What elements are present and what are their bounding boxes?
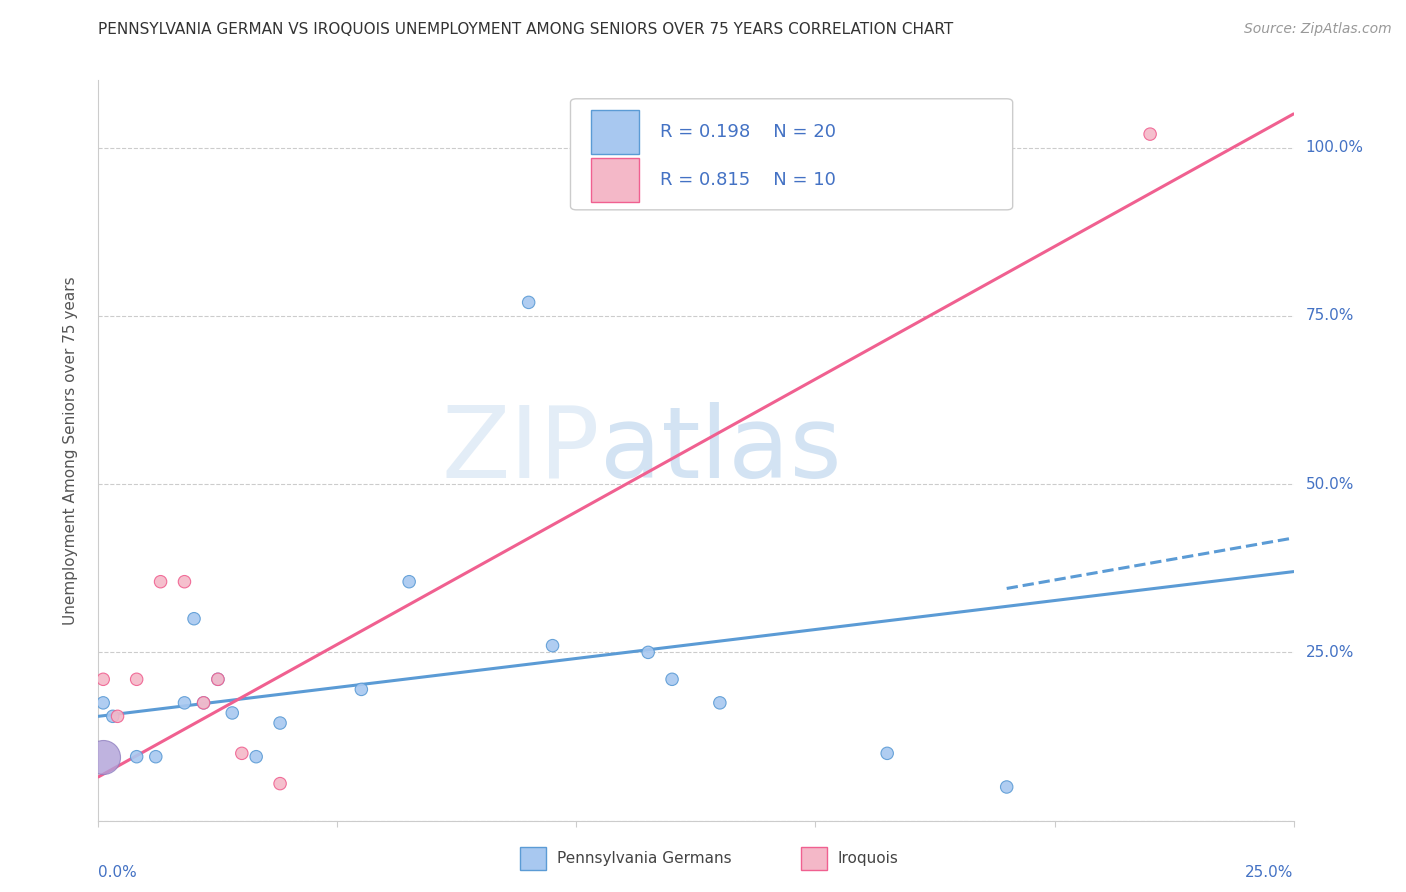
Point	[231, 747, 253, 761]
Text: 25.0%: 25.0%	[1246, 865, 1294, 880]
Point	[91, 696, 114, 710]
Text: Iroquois: Iroquois	[838, 851, 898, 866]
Point	[517, 295, 540, 310]
Point	[107, 709, 129, 723]
Point	[91, 749, 114, 764]
Text: ZIP: ZIP	[441, 402, 600, 499]
Point	[637, 645, 659, 659]
Point	[125, 673, 148, 687]
Point	[149, 574, 172, 589]
Text: 100.0%: 100.0%	[1305, 140, 1364, 155]
Text: atlas: atlas	[600, 402, 842, 499]
Text: 75.0%: 75.0%	[1305, 309, 1354, 323]
Point	[269, 776, 291, 791]
Point	[350, 682, 373, 697]
Text: R = 0.198    N = 20: R = 0.198 N = 20	[661, 123, 837, 141]
Point	[125, 749, 148, 764]
Point	[193, 696, 215, 710]
Point	[207, 673, 229, 687]
Text: R = 0.815    N = 10: R = 0.815 N = 10	[661, 171, 837, 189]
FancyBboxPatch shape	[591, 110, 638, 154]
Text: PENNSYLVANIA GERMAN VS IROQUOIS UNEMPLOYMENT AMONG SENIORS OVER 75 YEARS CORRELA: PENNSYLVANIA GERMAN VS IROQUOIS UNEMPLOY…	[98, 22, 953, 37]
Point	[207, 673, 229, 687]
Text: 50.0%: 50.0%	[1305, 476, 1354, 491]
Point	[876, 747, 898, 761]
Point	[173, 696, 195, 710]
Point	[183, 612, 205, 626]
Point	[193, 696, 215, 710]
Text: 25.0%: 25.0%	[1305, 645, 1354, 660]
Point	[1139, 127, 1161, 141]
Point	[398, 574, 420, 589]
Point	[173, 574, 195, 589]
Point	[269, 716, 291, 731]
Point	[709, 696, 731, 710]
FancyBboxPatch shape	[591, 158, 638, 202]
Text: 0.0%: 0.0%	[98, 865, 138, 880]
Point	[101, 709, 124, 723]
Point	[995, 780, 1018, 794]
Point	[145, 749, 167, 764]
Point	[541, 639, 564, 653]
FancyBboxPatch shape	[571, 99, 1012, 210]
Text: Pennsylvania Germans: Pennsylvania Germans	[557, 851, 731, 866]
Text: Source: ZipAtlas.com: Source: ZipAtlas.com	[1244, 22, 1392, 37]
Point	[91, 673, 114, 687]
Y-axis label: Unemployment Among Seniors over 75 years: Unemployment Among Seniors over 75 years	[63, 277, 77, 624]
Point	[221, 706, 243, 720]
Point	[245, 749, 267, 764]
Point	[661, 673, 683, 687]
